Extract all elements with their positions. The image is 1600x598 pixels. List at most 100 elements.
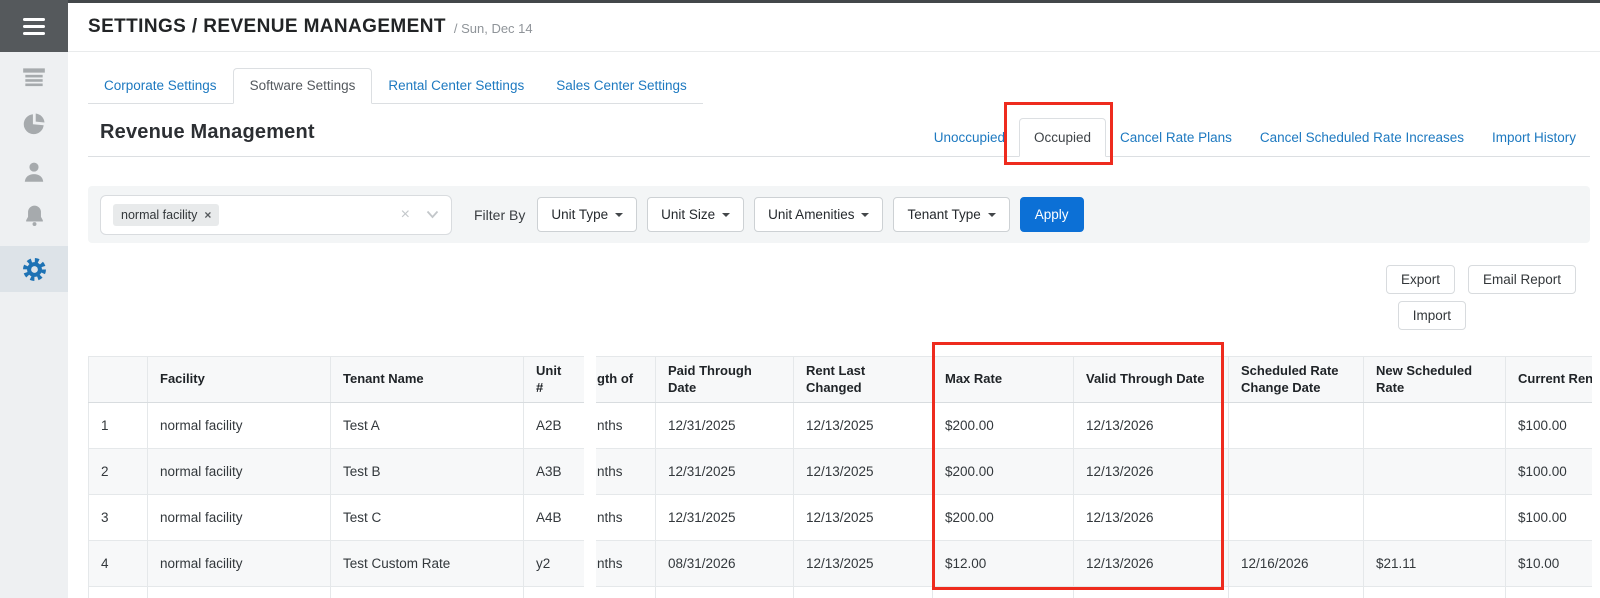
filter-by-label: Filter By (474, 206, 526, 223)
table-cell (655, 586, 794, 598)
table-cell: 12/13/2026 (1073, 448, 1229, 495)
revenue-subtabs: Unoccupied Occupied Cancel Rate Plans Ca… (920, 102, 1590, 165)
table-cell: A3B (523, 448, 585, 495)
table-cell: nths (584, 448, 656, 495)
table-cell (1228, 448, 1364, 495)
table-cell (1228, 586, 1364, 598)
table-cell: Test Custom Rate (330, 540, 524, 587)
unit-size-label: Unit Size (661, 207, 716, 222)
table-cell: A4B (523, 494, 585, 541)
hamburger-icon (23, 14, 45, 39)
table-cell: $200.00 (932, 448, 1074, 495)
table-row: 3 normal facility Test C A4B nths 12/31/2025 1… (88, 494, 1592, 541)
table-cell (1363, 494, 1506, 541)
page-header: SETTINGS / REVENUE MANAGEMENT / Sun, Dec… (68, 3, 1600, 52)
table-cell (147, 586, 331, 598)
facility-tag: normal facility × (113, 203, 220, 226)
sidebar-item-storage[interactable] (0, 64, 68, 90)
subtab-occupied[interactable]: Occupied (1004, 102, 1114, 165)
breadcrumb-title: SETTINGS / REVENUE MANAGEMENT (88, 16, 446, 37)
tenant-type-dropdown[interactable]: Tenant Type (893, 197, 1010, 232)
table-cell: Test C (330, 494, 524, 541)
rate-table-container: Facility Tenant Name Unit # gth of Paid Thro… (88, 356, 1592, 598)
table-cell: normal facility (147, 448, 331, 495)
table-row: 4 normal facility Test Custom Rate y2 nths 08… (88, 540, 1592, 587)
table-cell: 12/31/2025 (655, 402, 794, 449)
sidebar-item-reports[interactable] (0, 111, 68, 137)
column-header: Unit # (523, 356, 585, 403)
report-actions: Export Email Report Import (1385, 265, 1576, 330)
table-cell: normal facility (147, 494, 331, 541)
table-cell: normal facility (147, 402, 331, 449)
table-cell: 12/13/2026 (1073, 540, 1229, 587)
caret-down-icon (722, 212, 731, 217)
column-header: Valid Through Date (1073, 356, 1229, 403)
table-cell: nths (584, 494, 656, 541)
email-report-button[interactable]: Email Report (1467, 265, 1576, 294)
table-cell: 12/16/2026 (1228, 540, 1364, 587)
unit-amenities-dropdown[interactable]: Unit Amenities (754, 197, 884, 232)
chevron-down-icon[interactable] (426, 210, 439, 219)
caret-down-icon (861, 212, 870, 217)
facility-select[interactable]: normal facility × × (100, 194, 452, 235)
column-header: Rent Last Changed (793, 356, 933, 403)
unit-type-dropdown[interactable]: Unit Type (537, 197, 638, 232)
gear-icon (22, 257, 46, 281)
table-cell: $100.00 (1505, 402, 1592, 449)
tab-software-settings[interactable]: Software Settings (232, 68, 373, 104)
table-cell: $100.00 (1505, 494, 1592, 541)
table-cell: y2 (523, 540, 585, 587)
page-title: Revenue Management (100, 121, 315, 143)
table-cell: nths (584, 540, 656, 587)
vertical-scrollbar[interactable] (584, 350, 596, 598)
sidebar-item-notifications[interactable] (0, 203, 68, 228)
table-cell: 12/31/2025 (655, 494, 794, 541)
table-cell: 3 (88, 494, 148, 541)
table-cell: 12/13/2026 (1073, 494, 1229, 541)
table-row: 2 normal facility Test B A3B nths 12/31/2025 1… (88, 448, 1592, 495)
caret-down-icon (987, 212, 996, 217)
table-cell (1228, 402, 1364, 449)
subtab-import-history[interactable]: Import History (1491, 130, 1576, 145)
table-cell (330, 586, 524, 598)
column-header: Facility (147, 356, 331, 403)
table-cell: 2 (88, 448, 148, 495)
unit-size-dropdown[interactable]: Unit Size (647, 197, 745, 232)
table-header-row: Facility Tenant Name Unit # gth of Paid Thro… (88, 356, 1592, 403)
menu-button[interactable] (0, 0, 68, 52)
unit-type-label: Unit Type (551, 207, 609, 222)
import-button[interactable]: Import (1397, 301, 1466, 330)
table-cell: $100.00 (1505, 448, 1592, 495)
tab-corporate-settings[interactable]: Corporate Settings (104, 78, 217, 93)
select-clear-icon[interactable]: × (400, 205, 410, 223)
storage-units-icon (23, 68, 45, 87)
table-cell: 12/13/2025 (793, 402, 933, 449)
tab-rental-center-settings[interactable]: Rental Center Settings (388, 78, 525, 93)
window-top-strip (0, 0, 1600, 3)
table-cell: 12/13/2025 (793, 494, 933, 541)
table-cell (1505, 586, 1592, 598)
column-header: Scheduled Rate Change Date (1228, 356, 1364, 403)
table-cell (523, 586, 585, 598)
tag-remove-icon[interactable]: × (204, 207, 212, 222)
caret-down-icon (615, 212, 624, 217)
sidebar-item-tenants[interactable] (0, 159, 68, 185)
table-cell: normal facility (147, 540, 331, 587)
tenant-type-label: Tenant Type (907, 207, 981, 222)
column-header (88, 356, 148, 403)
subtab-cancel-scheduled-rate-increases[interactable]: Cancel Scheduled Rate Increases (1259, 130, 1464, 145)
export-button[interactable]: Export (1385, 265, 1455, 294)
table-cell: $21.11 (1363, 540, 1506, 587)
apply-button[interactable]: Apply (1019, 197, 1084, 232)
table-cell: 4 (88, 540, 148, 587)
table-cell: 12/13/2026 (1073, 402, 1229, 449)
subtab-unoccupied[interactable]: Unoccupied (933, 130, 1005, 145)
bell-icon (25, 205, 43, 227)
facility-tag-label: normal facility (121, 207, 198, 222)
sidebar-item-settings[interactable] (0, 246, 68, 292)
pie-chart-icon (23, 113, 45, 135)
table-cell: 1 (88, 402, 148, 449)
tab-sales-center-settings[interactable]: Sales Center Settings (556, 78, 687, 93)
subtab-cancel-rate-plans[interactable]: Cancel Rate Plans (1120, 130, 1232, 145)
